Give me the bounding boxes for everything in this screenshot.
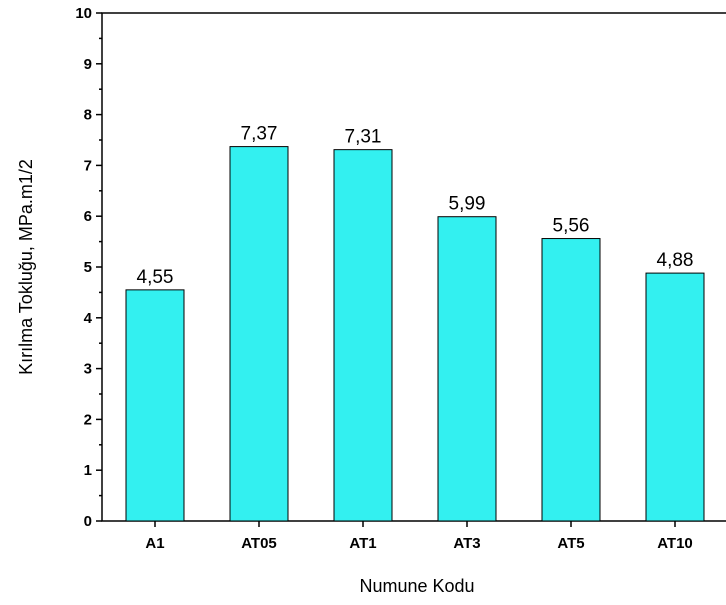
- bars: 4,55 7,37 7,31 5,99 5,56 4,88: [125, 124, 705, 522]
- y-tick-label: 1: [84, 462, 92, 479]
- x-tick-label: AT3: [453, 535, 480, 552]
- y-tick-label: 3: [84, 361, 92, 378]
- x-tick-label: AT5: [557, 535, 584, 552]
- data-label: 5,56: [553, 216, 590, 237]
- data-label: 4,55: [137, 267, 174, 288]
- x-axis-ticks: A1 AT05 AT1 AT3 AT5 AT10: [145, 521, 693, 552]
- x-axis-title: Numune Kodu: [359, 576, 474, 596]
- bar: [229, 146, 289, 522]
- bar: [541, 238, 601, 522]
- data-label: 7,31: [345, 127, 382, 148]
- bar: [645, 272, 705, 522]
- bar: [333, 149, 393, 522]
- y-tick-label: 5: [84, 259, 92, 276]
- plot-area: [101, 12, 726, 522]
- data-label: 7,37: [241, 124, 278, 145]
- bar: [125, 289, 185, 522]
- y-tick-label: 2: [84, 411, 92, 428]
- y-tick-label: 6: [84, 208, 92, 225]
- y-tick-label: 8: [84, 107, 92, 124]
- y-tick-label: 7: [84, 157, 92, 174]
- bar: [437, 216, 497, 522]
- x-tick-label: AT1: [349, 535, 376, 552]
- y-tick-label: 10: [75, 5, 92, 22]
- y-tick-label: 0: [84, 513, 92, 530]
- x-tick-label: AT05: [241, 535, 277, 552]
- x-tick-label: AT10: [657, 535, 693, 552]
- y-tick-label: 9: [84, 56, 92, 73]
- data-label: 4,88: [657, 250, 694, 271]
- x-tick-label: A1: [145, 535, 164, 552]
- data-label: 5,99: [449, 194, 486, 215]
- y-axis-title: Kırılma Tokluğu, MPa.m1/2: [16, 159, 36, 375]
- y-axis-ticks: 0 1 2 3 4 5 6 7 8 9 10: [75, 5, 102, 530]
- y-tick-label: 4: [84, 310, 93, 327]
